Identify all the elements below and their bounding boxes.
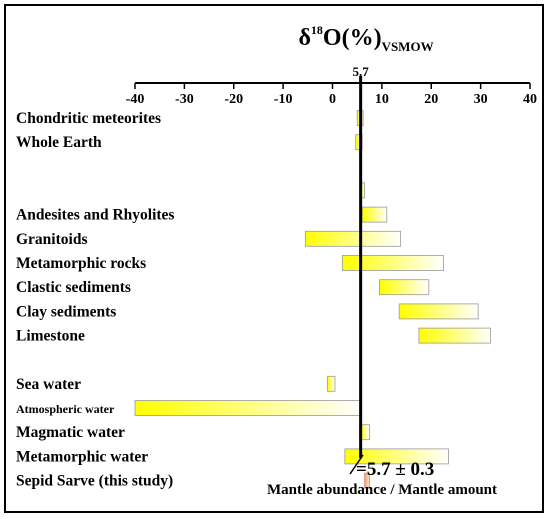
x-axis-ticks: -40 -30 -20 -10 0 10 20 30 40: [126, 83, 537, 107]
category-label: Atmospheric water: [16, 402, 115, 416]
category-label: Limestone: [16, 328, 85, 345]
bar-sepid-sarve-this-study-: [364, 472, 370, 489]
x-tick-label: 30: [474, 92, 488, 107]
category-label: Clay sediments: [16, 303, 116, 320]
bar-sea-water: [327, 375, 336, 392]
annotation-arrow: [349, 454, 364, 475]
bars-group: [134, 110, 491, 489]
category-label: Sea water: [16, 376, 81, 393]
bar-clay-sediments: [398, 303, 479, 320]
x-tick-label: 20: [424, 92, 438, 107]
category-label: Clastic sediments: [16, 279, 131, 296]
bar-clastic-sediments: [379, 279, 430, 296]
chart-title: δ18O(%)VSMOW: [298, 23, 433, 54]
category-label: Granitoids: [16, 231, 87, 248]
category-label: Metamorphic water: [16, 448, 148, 465]
x-tick-label: -40: [126, 92, 145, 107]
annotation-text: =5.7 ± 0.3: [356, 459, 434, 480]
x-tick-label: -20: [224, 92, 243, 107]
category-label: Sepid Sarve (this study): [16, 473, 173, 490]
bar-granitoids: [304, 230, 402, 247]
x-tick-label: 10: [375, 92, 389, 107]
bar-atmospheric-water: [134, 400, 362, 416]
title-main: O(%): [323, 25, 382, 51]
title-delta: δ: [298, 25, 310, 51]
category-label: Whole Earth: [16, 134, 102, 151]
title-superscript: 18: [311, 23, 323, 37]
category-label: Chondritic meteorites: [16, 110, 161, 127]
x-tick-label: -30: [175, 92, 194, 107]
figure-frame: [4, 4, 544, 513]
bar-metamorphic-water: [344, 448, 449, 465]
category-label: Magmatic water: [16, 424, 125, 441]
bar-limestone: [418, 327, 491, 344]
category-label: Andesites and Rhyolites: [16, 207, 174, 224]
x-tick-label: -10: [274, 92, 293, 107]
title-subscript: VSMOW: [382, 39, 434, 54]
x-tick-label: 0: [329, 92, 336, 107]
reference-value-label: 5.7: [353, 64, 370, 79]
category-labels: Chondritic meteorites Whole Earth Andesite…: [16, 110, 174, 490]
bar-andesites-and-rhyolites: [361, 206, 388, 223]
category-label: Metamorphic rocks: [16, 255, 146, 272]
footer-label: Mantle abundance / Mantle amount: [267, 482, 497, 498]
bar-metamorphic-rocks: [341, 255, 444, 271]
x-tick-label: 40: [523, 92, 537, 107]
